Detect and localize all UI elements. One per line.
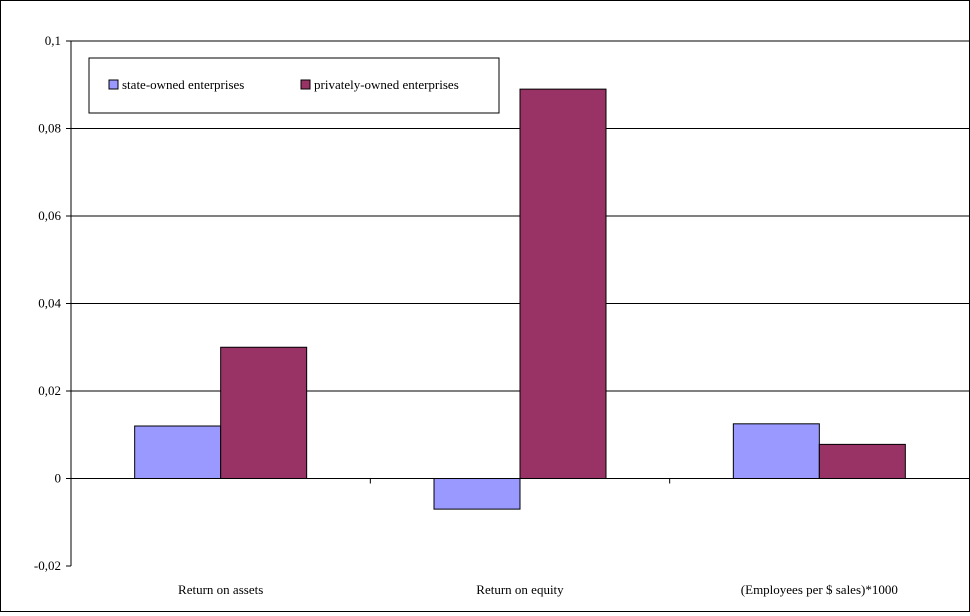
bar-privately-owned (519, 88, 607, 479)
y-tick-labels: -0,02 0 0,02 0,04 0,06 0,08 0,1 (34, 33, 62, 573)
y-tick-label: 0,1 (45, 33, 61, 48)
legend-swatch (300, 79, 311, 90)
bar-state-owned (134, 425, 222, 479)
x-tick-label: (Employees per $ sales)*1000 (741, 582, 898, 597)
legend-box (88, 57, 500, 114)
y-tick-label: 0 (55, 471, 62, 486)
legend-label: privately-owned enterprises (314, 77, 459, 92)
y-tick-label: 0,04 (38, 296, 61, 311)
bar-privately-owned (220, 346, 308, 479)
y-tick-label: -0,02 (34, 558, 61, 573)
legend-label: state-owned enterprises (122, 77, 244, 92)
axes (66, 40, 969, 567)
x-tick-label: Return on equity (476, 582, 564, 597)
x-tick-labels: Return on assets Return on equity (Employe… (178, 582, 898, 597)
bars (134, 88, 906, 510)
y-tick-label: 0,08 (38, 121, 61, 136)
bar-privately-owned (818, 443, 906, 479)
x-tick-label: Return on assets (178, 582, 263, 597)
legend: state-owned enterprises privately-owned e… (88, 57, 500, 114)
legend-swatch (108, 79, 119, 90)
y-tick-label: 0,06 (38, 208, 61, 223)
bar-state-owned (732, 423, 820, 479)
y-tick-label: 0,02 (38, 383, 61, 398)
bar-state-owned (433, 478, 521, 510)
